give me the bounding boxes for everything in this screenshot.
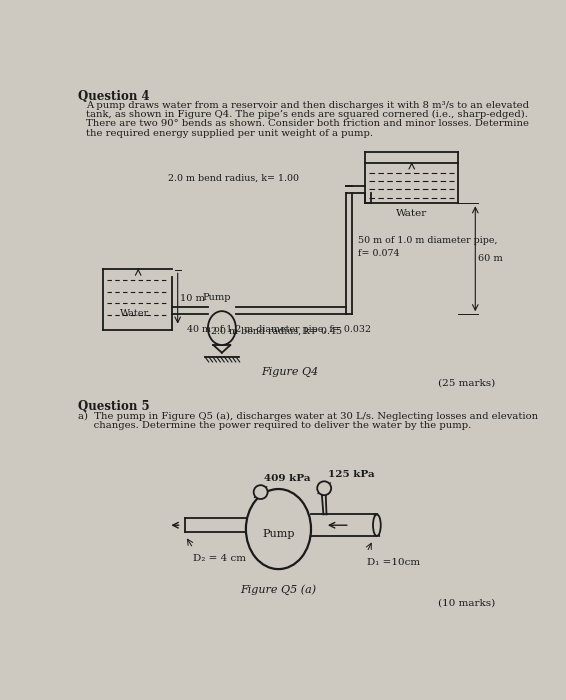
Text: Question 5: Question 5 [79, 400, 150, 413]
Ellipse shape [208, 311, 236, 345]
Text: Pump: Pump [203, 293, 231, 302]
Text: Water: Water [119, 309, 149, 318]
Ellipse shape [246, 489, 311, 569]
Text: 60 m: 60 m [478, 254, 503, 263]
Text: 50 m of 1.0 m diameter pipe,: 50 m of 1.0 m diameter pipe, [358, 236, 498, 245]
Ellipse shape [254, 485, 268, 499]
Text: D₁ =10cm: D₁ =10cm [367, 557, 420, 566]
Text: tank, as shown in Figure Q4. The pipe’s ends are squared cornered (i.e., sharp-e: tank, as shown in Figure Q4. The pipe’s … [86, 110, 528, 119]
Text: 409 kPa: 409 kPa [264, 474, 311, 483]
Ellipse shape [317, 482, 331, 495]
Text: Question 4: Question 4 [79, 90, 150, 103]
Text: 2.0 m bend radius, k= 0.45: 2.0 m bend radius, k= 0.45 [211, 327, 342, 336]
Text: Pump: Pump [262, 528, 295, 539]
Text: changes. Determine the power required to deliver the water by the pump.: changes. Determine the power required to… [79, 421, 471, 430]
Text: D₂ = 4 cm: D₂ = 4 cm [193, 554, 246, 563]
Text: the required energy supplied per unit weight of a pump.: the required energy supplied per unit we… [86, 129, 373, 138]
Text: a)  The pump in Figure Q5 (a), discharges water at 30 L/s. Neglecting losses and: a) The pump in Figure Q5 (a), discharges… [79, 412, 539, 421]
Text: 10 m: 10 m [180, 294, 205, 303]
Text: 40 m of 1.2 m diameter pipe, f= 0.032: 40 m of 1.2 m diameter pipe, f= 0.032 [187, 325, 371, 334]
Text: (10 marks): (10 marks) [438, 598, 495, 608]
Text: 2.0 m bend radius, k= 1.00: 2.0 m bend radius, k= 1.00 [168, 174, 299, 183]
Text: A pump draws water from a reservoir and then discharges it with 8 m³/s to an ele: A pump draws water from a reservoir and … [86, 101, 529, 110]
Text: There are two 90° bends as shown. Consider both friction and minor losses. Deter: There are two 90° bends as shown. Consid… [86, 120, 529, 128]
Text: Water: Water [396, 209, 427, 218]
Text: f= 0.074: f= 0.074 [358, 248, 400, 258]
Ellipse shape [373, 514, 381, 536]
Text: (25 marks): (25 marks) [438, 379, 495, 388]
Text: Figure Q5 (a): Figure Q5 (a) [241, 584, 316, 595]
Text: Figure Q4: Figure Q4 [261, 368, 319, 377]
Text: 125 kPa: 125 kPa [328, 470, 375, 479]
